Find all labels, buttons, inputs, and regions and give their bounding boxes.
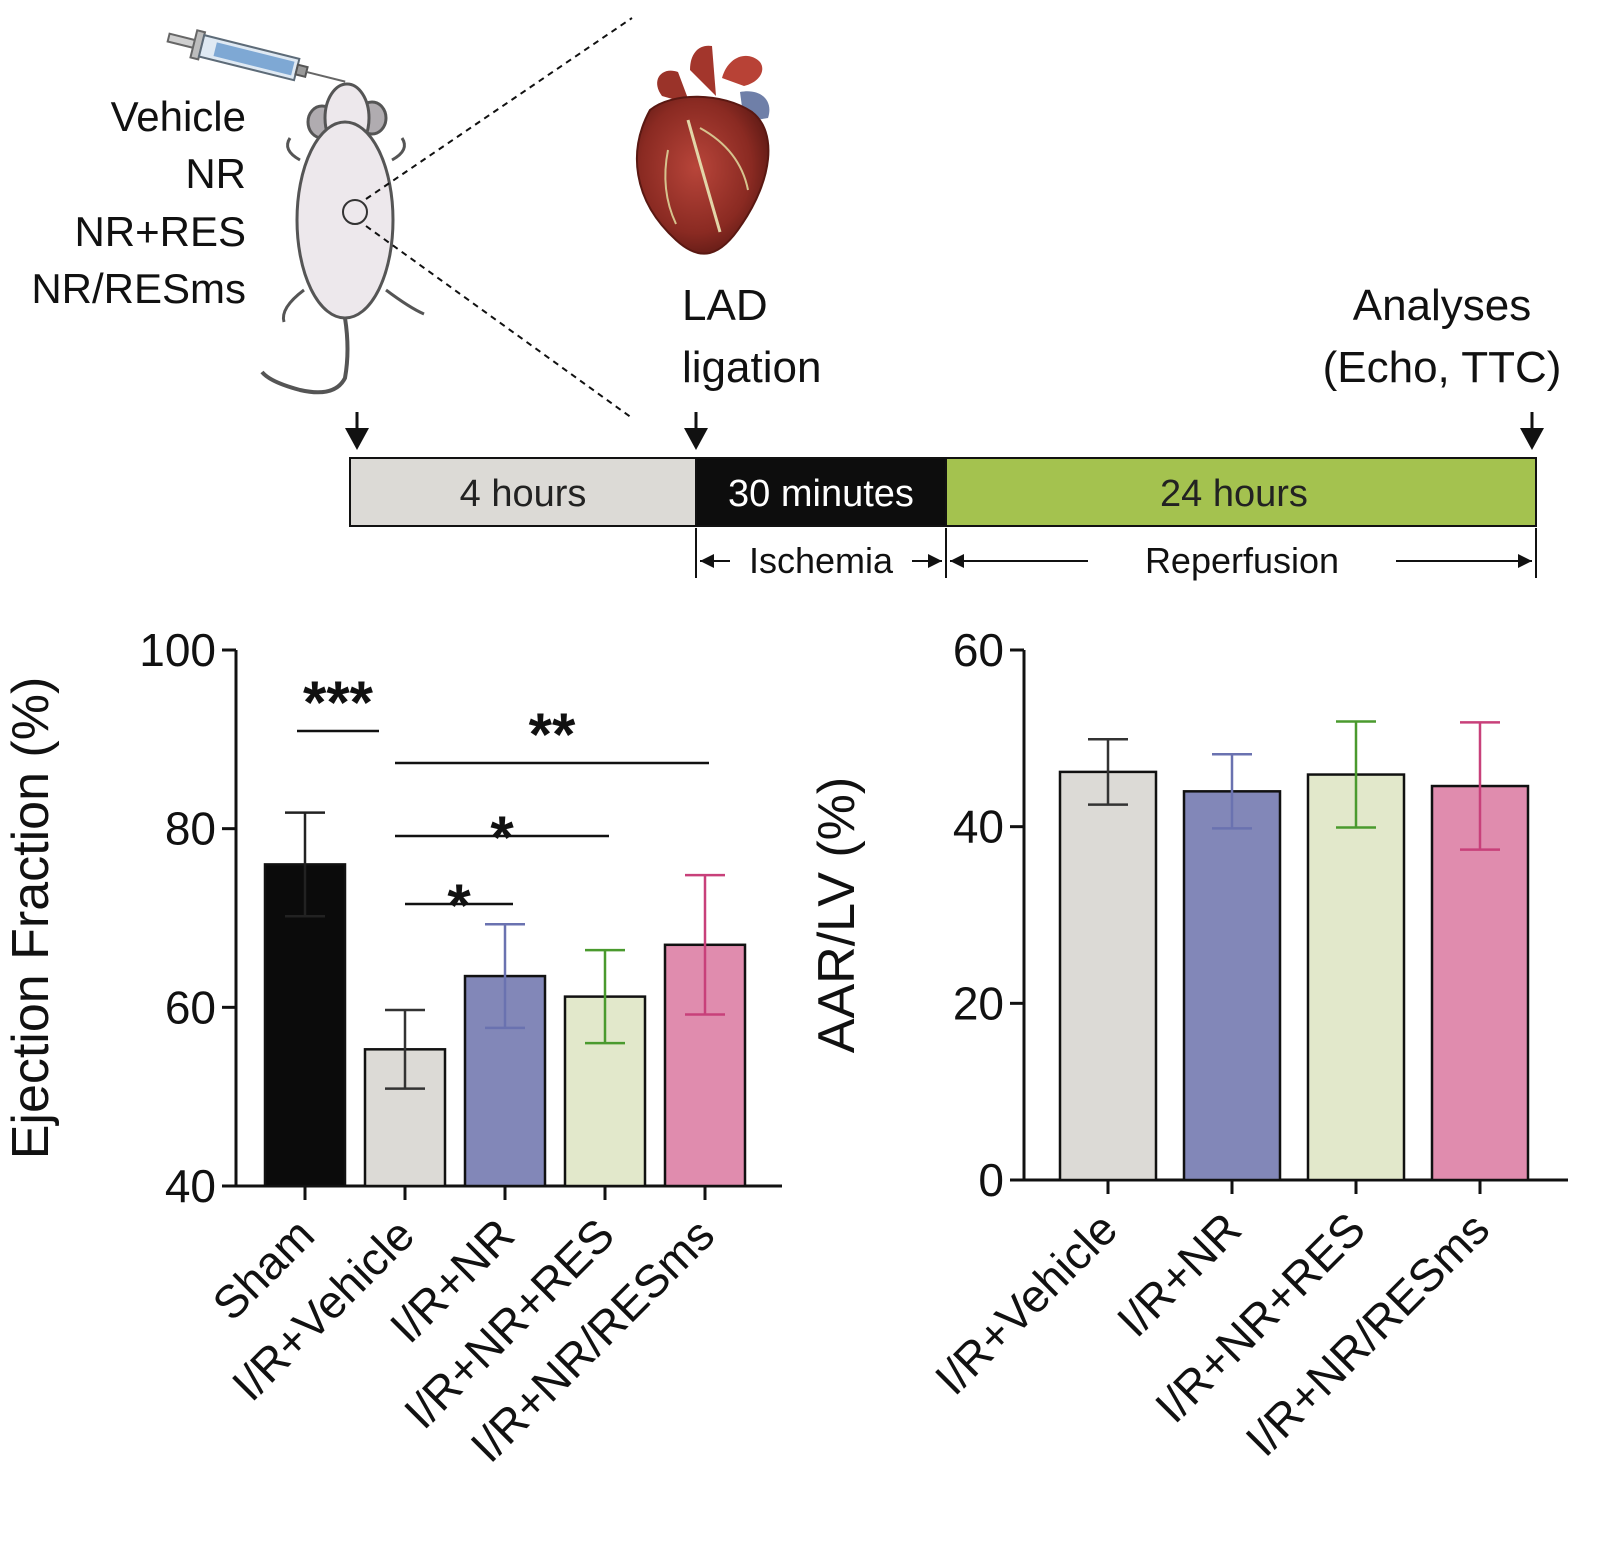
- timeline-segment-3: [945, 457, 1537, 527]
- timeline-segment-label-2: 30 minutes: [728, 473, 914, 515]
- group-label: NR+RES: [74, 208, 246, 255]
- treatment-groups: Vehicle NR NR+RES NR/RESms: [31, 93, 246, 312]
- timeline-segment-label-3: 24 hours: [1160, 473, 1308, 515]
- y-tick-label: 80: [165, 803, 216, 855]
- phase-label-ischemia: Ischemia: [749, 540, 894, 581]
- group-label: NR/RESms: [31, 265, 246, 312]
- timeline-segment-label-1: 4 hours: [460, 473, 587, 515]
- event-label-analyses-line2: (Echo, TTC): [1323, 343, 1562, 392]
- y-tick-label: 40: [165, 1160, 216, 1212]
- y-tick-label: 100: [139, 624, 216, 676]
- timeline-segment-2: [695, 457, 947, 527]
- phase-brackets: [695, 528, 1537, 578]
- timeline-arrows: [345, 412, 1544, 450]
- group-label: NR: [185, 150, 246, 197]
- event-label-ligation-line2: ligation: [682, 343, 821, 392]
- bar: [563, 995, 647, 1188]
- significance-marker: *: [490, 804, 514, 871]
- zoom-line: [365, 225, 633, 419]
- y-axis-label: Ejection Fraction (%): [2, 677, 60, 1160]
- heart-icon: [635, 45, 770, 255]
- y-axis-label: AAR/LV (%): [808, 777, 866, 1053]
- y-tick-label: 40: [953, 801, 1004, 853]
- significance-marker: ***: [303, 669, 374, 736]
- bar: [1306, 773, 1406, 1182]
- event-label-ligation-line1: LAD: [682, 281, 768, 330]
- mouse-icon: [260, 82, 425, 395]
- y-tick-label: 60: [165, 981, 216, 1033]
- x-tick-label: I/R+Vehicle: [925, 1202, 1127, 1404]
- timeline: LAD ligation Analyses (Echo, TTC) 4 hour…: [345, 281, 1561, 581]
- y-tick-label: 0: [978, 1154, 1004, 1206]
- syringe-icon: [166, 29, 346, 83]
- significance-marker: **: [529, 701, 576, 768]
- bar: [1182, 790, 1282, 1182]
- bar: [1058, 770, 1158, 1182]
- bar: [263, 863, 347, 1188]
- zoom-line: [365, 17, 633, 200]
- significance-marker: *: [447, 872, 471, 939]
- group-label: Vehicle: [111, 93, 246, 140]
- event-label-analyses-line1: Analyses: [1353, 281, 1532, 330]
- y-tick-label: 60: [953, 624, 1004, 676]
- bar: [1430, 784, 1530, 1182]
- timeline-segment-1: [349, 457, 697, 527]
- phase-label-reperfusion: Reperfusion: [1145, 540, 1339, 581]
- y-tick-label: 20: [953, 977, 1004, 1029]
